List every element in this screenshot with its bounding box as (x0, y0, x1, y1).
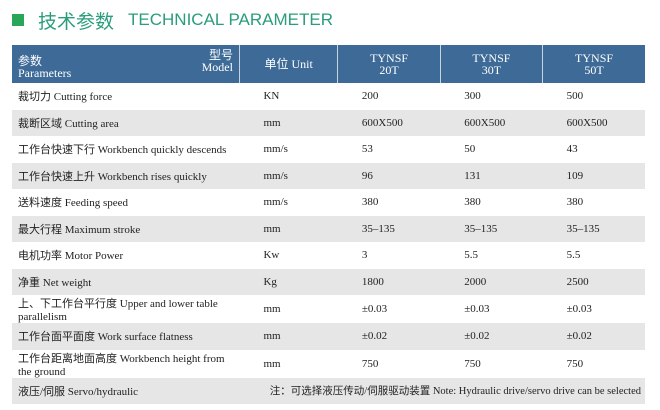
data-row: 净重 Net weight Kg 1800 2000 2500 (12, 268, 645, 295)
value-cell: 380 (361, 196, 379, 209)
param-cell: 裁断区域 Cutting area (12, 109, 240, 136)
value-cell: 35–135 (542, 215, 645, 242)
text: 型号 (208, 48, 233, 62)
value-cell: ±0.03 (464, 303, 490, 315)
param-cell: 最大行程 Maximum stroke (12, 215, 240, 242)
section-title: 技术参数 TECHNICAL PARAMETER (12, 8, 333, 33)
data-row: 工作台快速下行 Workbench quickly descends mm/s 53… (12, 136, 645, 163)
title-cn: 技术参数 (38, 10, 115, 33)
model-text: TYNSF (370, 51, 409, 65)
param-cell: 工作台面平面度 Work surface flatness (12, 323, 240, 350)
text: Model (201, 60, 233, 74)
value-cell: 2500 (542, 268, 645, 295)
unit-cell: mm (239, 323, 338, 350)
unit-cell: mm (239, 215, 338, 242)
footer-note: 注：可选择液压传动/伺服驱动装置 Note: Hydraulic drive/s… (239, 377, 645, 404)
table-body: 裁切力 Cutting force KN 200 300 500 裁断区域 Cutting… (12, 83, 645, 404)
value-cell: ±0.02 (337, 323, 441, 350)
value-cell: 50 (464, 143, 476, 156)
value-cell: ±0.02 (440, 323, 543, 350)
spec-table: 型号 Model 参数 Parameters 单位 Unit TYNSF 20T TYN… (12, 45, 645, 404)
param-cell: 工作台快速上升 Workbench rises quickly (12, 162, 240, 189)
value-cell: 35–135 (440, 215, 543, 242)
corner-cell: 型号 Model 参数 Parameters (12, 45, 240, 83)
value-cell: 750 (566, 357, 584, 370)
value-cell: 600X500 (337, 109, 441, 136)
param-cell: 工作台快速下行 Workbench quickly descends (18, 144, 227, 157)
unit-cell: mm (239, 109, 338, 136)
value-cell: ±0.03 (566, 303, 592, 315)
model-header: TYNSF 50T (542, 45, 645, 83)
value-cell: 380 (464, 196, 481, 209)
value-cell: 131 (440, 162, 543, 189)
data-row: 裁断区域 Cutting area mm 600X500 600X500 600X500 (12, 109, 645, 136)
unit-header: 单位 Unit (239, 45, 339, 83)
data-row: 工作台距离地面高度 Workbench height from the grou… (12, 350, 645, 378)
unit-cell: Kg (239, 268, 338, 295)
param-cell: 电机功率 Motor Power (18, 250, 124, 263)
footer-row: 液压/伺服 Servo/hydraulic 注：可选择液压传动/伺服驱动装置 No… (12, 377, 645, 404)
data-row: 工作台快速上升 Workbench rises quickly mm/s 96 131… (12, 162, 645, 189)
param-cell: 送料速度 Feeding speed (18, 197, 128, 210)
value-cell: 380 (566, 196, 584, 209)
value-cell: 2000 (440, 268, 543, 295)
param-cell: 工作台距离地面高度 Workbench height from the grou… (18, 352, 225, 378)
param-cell: 净重 Net weight (12, 268, 240, 295)
value-cell: 35–135 (337, 215, 441, 242)
value-cell: ±0.03 (361, 303, 388, 315)
value-cell: 600X500 (440, 109, 543, 136)
data-row: 裁切力 Cutting force KN 200 300 500 (12, 83, 645, 110)
unit-cell: mm/s (239, 162, 338, 189)
value-cell: ±0.02 (542, 323, 645, 350)
unit-cell: KN (263, 90, 280, 103)
title-marker (12, 14, 24, 26)
value-cell: 109 (542, 162, 645, 189)
text: Parameters (18, 66, 72, 80)
data-row: 最大行程 Maximum stroke mm 35–135 35–135 35–135 (12, 215, 645, 242)
model-header: TYNSF 20T (337, 45, 441, 83)
unit-cell: mm/s (263, 196, 288, 209)
value-cell: 96 (337, 162, 441, 189)
text: 参数 (18, 54, 43, 68)
model-text: TYNSF (472, 51, 511, 65)
model-text: 50T (584, 63, 604, 77)
data-row: 上、下工作台平行度 Upper and lower table parallel… (12, 295, 645, 323)
value-cell: 43 (566, 143, 578, 156)
model-label: 型号 Model (202, 49, 233, 73)
value-cell: 200 (361, 90, 379, 103)
model-text: TYNSF (575, 51, 614, 65)
param-label: 参数 Parameters (18, 55, 71, 79)
model-text: 30T (481, 63, 502, 77)
value-cell: 300 (464, 90, 481, 103)
data-row: 电机功率 Motor Power Kw 3 5.5 5.5 (12, 242, 645, 269)
value-cell: 5.5 (464, 249, 478, 262)
value-cell: 600X500 (542, 109, 645, 136)
data-row: 工作台面平面度 Work surface flatness mm ±0.02 ±0.0… (12, 323, 645, 350)
value-cell: 500 (566, 90, 584, 103)
title-en: TECHNICAL PARAMETER (128, 10, 333, 29)
unit-cell: mm/s (263, 143, 288, 156)
unit-cell: mm (263, 357, 281, 370)
value-cell: 750 (361, 357, 379, 370)
footer-label: 液压/伺服 Servo/hydraulic (12, 377, 240, 404)
unit-cell: Kw (263, 249, 280, 262)
param-cell: 裁切力 Cutting force (18, 91, 113, 104)
value-cell: 53 (361, 143, 373, 156)
value-cell: 750 (464, 357, 481, 370)
model-text: 20T (379, 63, 399, 77)
param-cell: 上、下工作台平行度 Upper and lower table parallel… (18, 298, 218, 323)
header-row: 型号 Model 参数 Parameters 单位 Unit TYNSF 20T TYN… (12, 45, 645, 83)
value-cell: 1800 (337, 268, 441, 295)
data-row: 送料速度 Feeding speed mm/s 380 380 380 (12, 189, 645, 216)
model-header: TYNSF 30T (440, 45, 544, 83)
unit-cell: mm (263, 303, 281, 315)
value-cell: 3 (361, 249, 368, 262)
value-cell: 5.5 (566, 249, 581, 262)
